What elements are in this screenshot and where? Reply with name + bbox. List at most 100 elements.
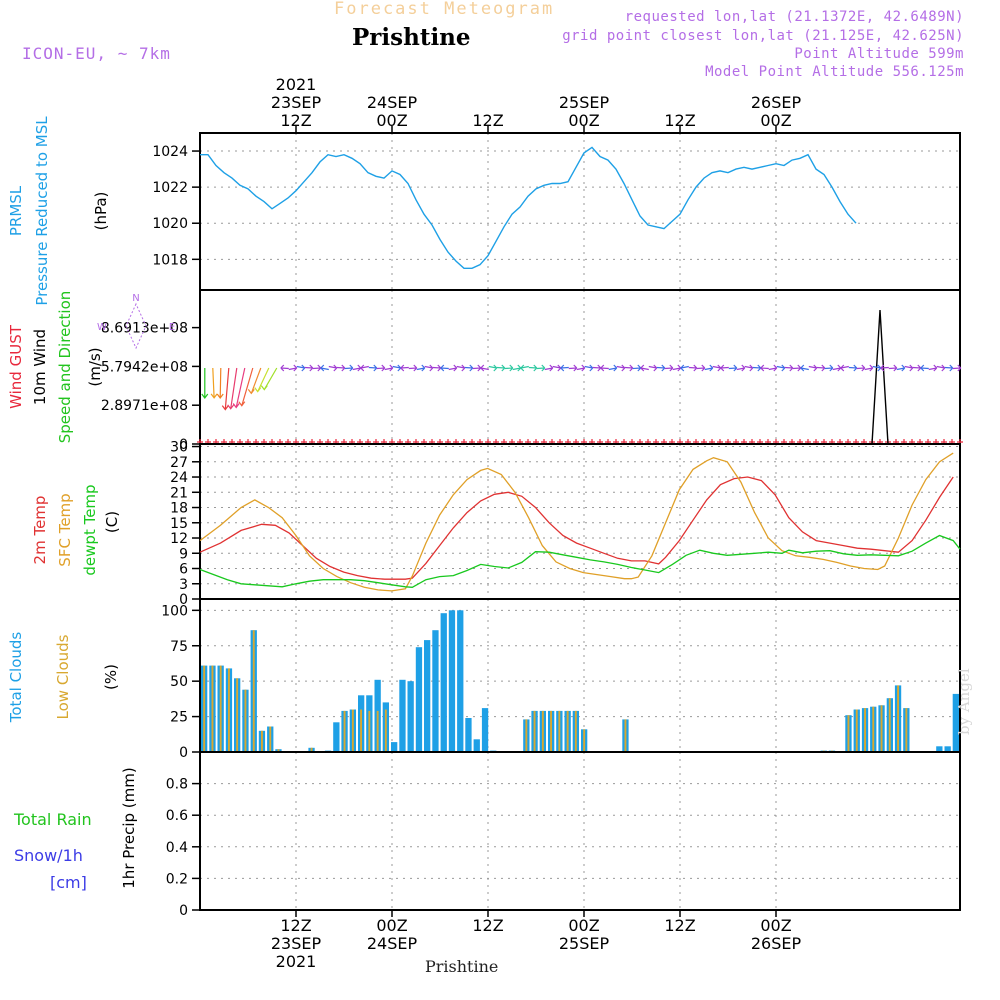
wind-direction-arrow (808, 364, 818, 372)
x-bottom-label: 00Z (760, 916, 791, 935)
wind-direction-arrow (744, 364, 754, 372)
low-cloud-bar (277, 749, 280, 751)
wind-direction-arrow (304, 364, 314, 372)
wind-direction-arrow (840, 364, 849, 372)
y-tick-label: 75 (170, 639, 188, 655)
panel-wind: 02.8971e+085.7942e+088.6913e+08 (101, 289, 963, 453)
wind-direction-arrow (408, 364, 418, 372)
model-label: ICON-EU, ~ 7km (22, 44, 171, 63)
wind-direction-arrow (944, 364, 954, 372)
y-tick-label: 1018 (152, 252, 188, 268)
ylabel-wind-direction: Speed and Direction (56, 291, 74, 444)
x-bottom-label: 26SEP (751, 934, 802, 953)
low-cloud-bar (525, 719, 528, 751)
wind-direction-arrow (352, 364, 362, 372)
compass-north-label: N (132, 293, 139, 304)
temp-dewpt-line (199, 534, 961, 588)
wind-direction-arrow (632, 364, 642, 372)
wind-direction-arrow (952, 364, 962, 372)
wind-direction-arrow (464, 364, 474, 372)
x-top-label: 26SEP (751, 93, 802, 112)
wind-direction-arrow (896, 364, 906, 372)
x-bottom-label: 12Z (280, 916, 311, 935)
total-cloud-bar (457, 610, 464, 751)
wind-direction-arrow (504, 364, 514, 372)
low-cloud-bar (583, 729, 586, 751)
ylabel-temp-unit: (C) (103, 511, 121, 533)
legend-total-rain: Total Rain (13, 810, 92, 829)
wind-direction-arrow (920, 364, 929, 372)
ylabel-prmsl: PRMSL (7, 185, 25, 236)
wind-direction-arrow (360, 364, 369, 372)
x-bottom-label: 12Z (472, 916, 503, 935)
wind-direction-arrow (247, 367, 262, 395)
wind-direction-arrow (480, 364, 489, 372)
low-cloud-bar (360, 709, 362, 751)
ylabel-wind-gust: Wind GUST (7, 324, 25, 409)
wind-direction-arrow (560, 364, 569, 372)
legend-snow-unit: [cm] (50, 873, 87, 892)
wind-direction-arrow (912, 364, 922, 372)
low-cloud-bar (897, 685, 899, 751)
wind-direction-arrow (888, 364, 898, 372)
y-tick-label: 0.4 (166, 840, 188, 856)
wind-direction-arrow (288, 364, 298, 372)
total-cloud-bar (399, 679, 406, 752)
wind-direction-arrow (624, 364, 634, 372)
ylabel-pressure-unit: (hPa) (92, 192, 110, 231)
low-cloud-bar (541, 710, 544, 751)
wind-direction-arrow (210, 367, 218, 399)
total-cloud-bar (432, 630, 439, 751)
x-top-label: 00Z (760, 111, 791, 130)
wind-direction-arrow (776, 364, 786, 372)
low-cloud-bar (376, 710, 379, 751)
low-cloud-bar (847, 715, 850, 751)
low-cloud-bar (624, 719, 627, 751)
y-tick-label: 25 (170, 710, 188, 726)
wind-direction-arrow (424, 364, 434, 372)
x-bottom-label: 2021 (276, 952, 317, 971)
low-cloud-bar (244, 689, 247, 751)
wind-direction-arrow (312, 364, 322, 372)
total-cloud-bar (415, 647, 423, 751)
low-cloud-bar (905, 708, 908, 751)
panel-frame (199, 443, 961, 600)
wind-direction-arrow (880, 364, 889, 372)
total-cloud-bar (391, 742, 398, 751)
temp-2m-line (199, 476, 954, 580)
low-cloud-bar (252, 630, 255, 751)
x-top-label: 12Z (280, 111, 311, 130)
wind-speed-line (200, 310, 960, 445)
y-tick-label: 1022 (152, 180, 188, 196)
wind-direction-arrow (320, 364, 329, 372)
wind-direction-arrow (344, 364, 354, 372)
panel-clouds: 0 25 50 75 100 (161, 598, 961, 761)
wind-direction-arrow (936, 364, 946, 372)
wind-direction-arrow (520, 364, 529, 372)
wind-direction-arrow (376, 364, 386, 372)
x-bottom-label: 00Z (568, 916, 599, 935)
y-tick-label: 9 (179, 546, 188, 562)
y-tick-label: 27 (170, 455, 188, 471)
y-tick-label: 0.8 (166, 777, 188, 793)
wind-direction-arrow (544, 364, 554, 372)
wind-direction-arrow (816, 364, 826, 372)
wind-direction-arrow (221, 367, 230, 411)
x-top-label: 00Z (376, 111, 407, 130)
low-cloud-bar (236, 678, 239, 751)
wind-direction-arrow (648, 364, 658, 372)
x-top-label: 00Z (568, 111, 599, 130)
pressure-line (200, 146, 857, 269)
panel-precip: 0 0.2 0.4 0.6 0.8 (166, 751, 961, 919)
model-altitude: Model Point Altitude 556.125m (705, 64, 964, 80)
total-cloud-bar (944, 746, 951, 751)
wind-direction-arrow (680, 364, 689, 372)
y-tick-label: 6 (179, 562, 188, 578)
low-cloud-bar (533, 710, 536, 751)
x-top-label: 12Z (664, 111, 695, 130)
wind-direction-arrow (232, 367, 246, 409)
ylabel-pressure: Pressure Reduced to MSL (33, 116, 51, 306)
low-cloud-bar (310, 747, 313, 752)
